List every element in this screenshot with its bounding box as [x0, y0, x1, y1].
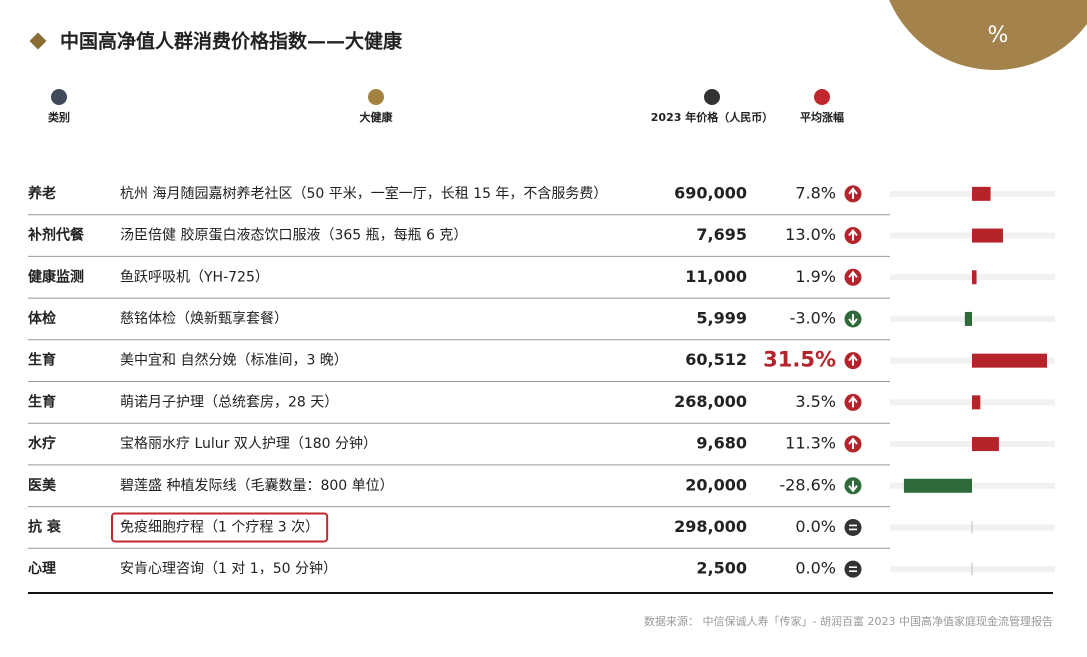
item: 免疫细胞疗程（1 个疗程 3 次） — [120, 519, 319, 535]
change-label: 0.0% — [795, 559, 836, 578]
arrow-up — [848, 270, 858, 283]
legend-label: 平均涨幅 — [800, 110, 844, 124]
item: 安肯心理咨询（1 对 1，50 分钟） — [120, 560, 337, 577]
category: 生育 — [28, 393, 56, 410]
price: 2,500 — [696, 559, 747, 578]
title: 中国高净值人群消费价格指数——大健康 — [60, 30, 403, 53]
category: 抗 衰 — [28, 518, 62, 535]
category: 医美 — [28, 477, 57, 494]
price: 60,512 — [685, 350, 747, 369]
bar — [972, 186, 991, 201]
arrow-down — [848, 480, 858, 493]
category: 补剂代餐 — [27, 227, 85, 244]
change-label: 0.0% — [795, 517, 836, 536]
price: 20,000 — [685, 475, 747, 494]
change-label: -3.0% — [790, 308, 836, 327]
title-diamond — [29, 32, 47, 50]
price: 298,000 — [674, 517, 747, 536]
price: 268,000 — [674, 392, 747, 411]
item: 萌诺月子护理（总统套房，28 天） — [120, 394, 338, 410]
bar-track — [890, 482, 1055, 489]
equal-sign — [849, 566, 857, 572]
legend-label: 大健康 — [360, 110, 394, 124]
category: 心理 — [28, 561, 56, 577]
bar — [903, 478, 972, 493]
change-icon — [844, 560, 862, 578]
item: 美中宜和 自然分娩（标准间，3 晚） — [120, 352, 348, 369]
legend-label: 类别 — [48, 110, 70, 124]
price: 5,999 — [696, 308, 747, 327]
item: 碧莲盛 种植发际线（毛囊数量：800 单位） — [120, 477, 394, 494]
arrow-up — [848, 228, 858, 241]
legend-dot — [368, 89, 384, 105]
bar — [972, 270, 977, 285]
price: 9,680 — [696, 434, 747, 453]
arrow-up — [848, 395, 858, 408]
price: 7,695 — [696, 225, 747, 244]
arrow-up — [848, 187, 858, 199]
bar — [972, 353, 1047, 368]
category: 水疗 — [28, 435, 56, 452]
item: 鱼跃呼吸机（YH-725） — [120, 268, 269, 285]
corner-badge — [889, 0, 1087, 70]
legend-dot — [814, 89, 830, 105]
item: 慈铭体检（焕新甄享套餐） — [120, 310, 288, 327]
equal-sign — [849, 524, 857, 531]
corner-mark: % — [988, 23, 1009, 48]
change-icon — [844, 518, 862, 536]
price: 11,000 — [685, 267, 747, 286]
legend-dot — [51, 89, 67, 105]
legend-label: 2023 年价格（人民币） — [651, 110, 773, 124]
arrow-down — [848, 313, 858, 326]
bar — [972, 228, 1003, 243]
category: 健康监测 — [28, 268, 84, 285]
category: 生育 — [28, 352, 56, 369]
bar — [964, 311, 972, 326]
highlight-box — [111, 512, 329, 543]
bar-track — [890, 315, 1055, 322]
category: 养老 — [27, 185, 56, 202]
change-label: 11.3% — [785, 434, 836, 453]
footnote: 数据来源： 中信保诚人寿「传家」- 胡润百富 2023 中国高净值家庭现金流管理… — [644, 614, 1053, 628]
arrow-up — [848, 437, 858, 450]
change-label: 31.5% — [763, 348, 836, 372]
item: 宝格丽水疗 Lulur 双人护理（180 分钟） — [120, 435, 377, 452]
change-label: 13.0% — [785, 225, 836, 244]
category: 体检 — [28, 310, 56, 327]
price: 690,000 — [674, 183, 747, 202]
change-label: 7.8% — [795, 183, 836, 202]
bar — [972, 437, 999, 452]
change-label: 3.5% — [795, 392, 836, 411]
item: 杭州 海月随园嘉树养老社区（50 平米，一室一厅，长租 15 年，不含服务费） — [120, 185, 607, 202]
change-label: -28.6% — [779, 475, 836, 494]
bar — [972, 395, 981, 410]
legend-dot — [704, 89, 720, 105]
item: 汤臣倍健 胶原蛋白液态饮口服液（365 瓶，每瓶 6 克） — [120, 227, 467, 244]
change-label: 1.9% — [795, 267, 836, 286]
arrow-up — [848, 354, 858, 366]
